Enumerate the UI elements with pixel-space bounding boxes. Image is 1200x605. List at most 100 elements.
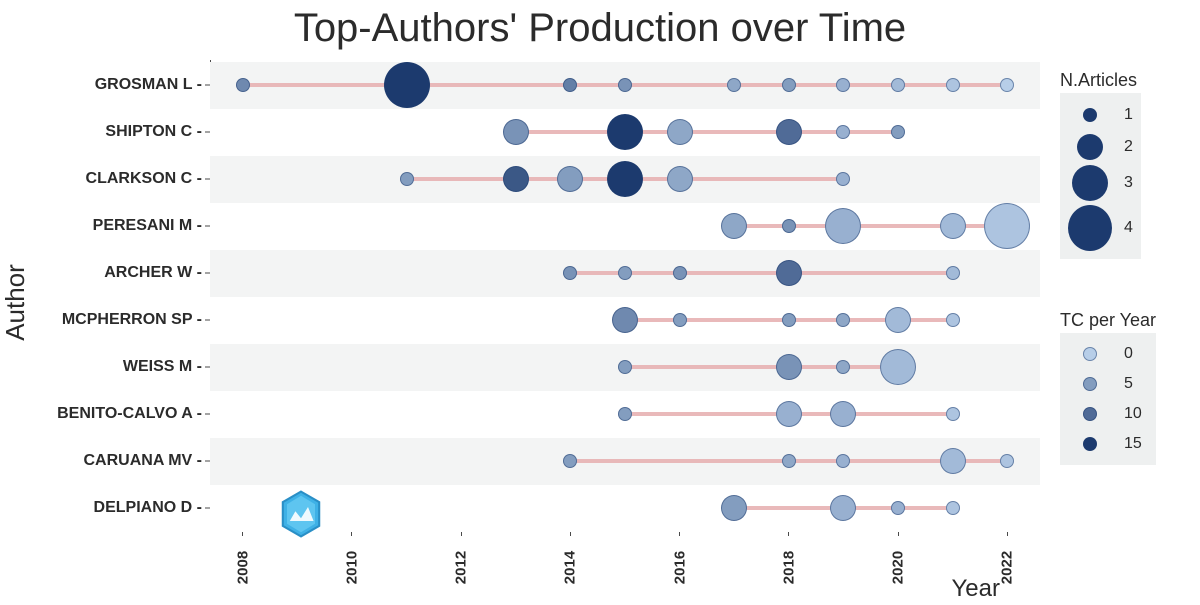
- legend-item: 2: [1068, 131, 1133, 163]
- data-point: [563, 266, 577, 280]
- data-point: [776, 260, 802, 286]
- legend-item: 3: [1068, 163, 1133, 203]
- data-point: [618, 266, 632, 280]
- data-point: [673, 266, 687, 280]
- x-tick-label: 2022: [999, 551, 1016, 584]
- author-label: GROSMAN L: [95, 76, 202, 94]
- data-point: [891, 125, 905, 139]
- data-point: [563, 454, 577, 468]
- data-point: [830, 401, 856, 427]
- y-tick: [205, 179, 210, 180]
- legend-title: TC per Year: [1060, 310, 1156, 331]
- data-point: [782, 313, 796, 327]
- x-tick-label: 2016: [671, 551, 688, 584]
- author-label: WEISS M: [123, 358, 202, 376]
- author-timeline: [734, 224, 1007, 228]
- data-point: [721, 495, 747, 521]
- x-tick-label: 2020: [890, 551, 907, 584]
- data-point: [836, 172, 850, 186]
- author-label: ARCHER W: [104, 264, 202, 282]
- legend-item-label: 4: [1124, 219, 1133, 237]
- data-point: [607, 114, 643, 150]
- data-point: [776, 119, 802, 145]
- legend-item-label: 15: [1124, 435, 1142, 453]
- data-point: [830, 495, 856, 521]
- data-point: [721, 213, 747, 239]
- data-point: [891, 78, 905, 92]
- legend-n-articles: N.Articles 1234: [1060, 70, 1141, 259]
- legend-item-label: 1: [1124, 106, 1133, 124]
- author-timeline: [625, 365, 898, 369]
- x-tick-label: 2012: [453, 551, 470, 584]
- data-point: [885, 307, 911, 333]
- data-point: [1000, 454, 1014, 468]
- legend-tc-per-year: TC per Year 0 5 10 15: [1060, 310, 1156, 465]
- y-tick: [205, 508, 210, 509]
- data-point: [946, 407, 960, 421]
- data-point: [946, 501, 960, 515]
- legend-item-label: 5: [1124, 375, 1133, 393]
- legend-item: 10: [1068, 399, 1148, 429]
- data-point: [618, 407, 632, 421]
- data-point: [727, 78, 741, 92]
- data-point: [503, 166, 529, 192]
- legend-item: 4: [1068, 203, 1133, 253]
- y-axis-label: Author: [0, 0, 30, 605]
- data-point: [946, 78, 960, 92]
- legend-item: 0: [1068, 339, 1148, 369]
- legend-item: 15: [1068, 429, 1148, 459]
- author-label: CLARKSON C: [86, 170, 202, 188]
- data-point: [782, 454, 796, 468]
- data-point: [825, 208, 861, 244]
- x-tick-label: 2014: [562, 551, 579, 584]
- author-label: CARUANA MV: [83, 452, 202, 470]
- y-tick: [205, 132, 210, 133]
- data-point: [607, 161, 643, 197]
- author-label: SHIPTON C: [105, 123, 202, 141]
- y-tick: [205, 226, 210, 227]
- author-label: MCPHERRON SP: [62, 311, 202, 329]
- legend-item-label: 0: [1124, 345, 1133, 363]
- data-point: [503, 119, 529, 145]
- author-label: BENITO-CALVO A: [57, 405, 202, 423]
- data-point: [612, 307, 638, 333]
- data-point: [946, 313, 960, 327]
- plot-area: 20082010201220142016201820202022GROSMAN …: [210, 60, 1040, 530]
- author-label: PERESANI M: [93, 217, 202, 235]
- watermark-icon: [280, 490, 322, 538]
- y-tick: [205, 461, 210, 462]
- x-axis-label: Year: [952, 575, 1001, 603]
- data-point: [618, 360, 632, 374]
- author-label: DELPIANO D: [94, 499, 202, 517]
- data-point: [667, 166, 693, 192]
- data-point: [891, 501, 905, 515]
- legend-item: 1: [1068, 99, 1133, 131]
- y-tick: [205, 85, 210, 86]
- y-tick: [205, 367, 210, 368]
- legend-item-label: 2: [1124, 138, 1133, 156]
- data-point: [836, 78, 850, 92]
- legend-item-label: 3: [1124, 174, 1133, 192]
- chart-title: Top-Authors' Production over Time: [0, 6, 1200, 51]
- x-tick-label: 2008: [234, 551, 251, 584]
- x-tick-label: 2010: [343, 551, 360, 584]
- data-point: [557, 166, 583, 192]
- data-point: [618, 78, 632, 92]
- data-point: [836, 454, 850, 468]
- y-tick: [205, 414, 210, 415]
- data-point: [667, 119, 693, 145]
- data-point: [1000, 78, 1014, 92]
- data-point: [673, 313, 687, 327]
- data-point: [782, 219, 796, 233]
- data-point: [782, 78, 796, 92]
- data-point: [400, 172, 414, 186]
- data-point: [880, 349, 916, 385]
- data-point: [940, 448, 966, 474]
- data-point: [940, 213, 966, 239]
- legend-item: 5: [1068, 369, 1148, 399]
- data-point: [384, 62, 430, 108]
- data-point: [984, 203, 1030, 249]
- data-point: [776, 401, 802, 427]
- data-point: [236, 78, 250, 92]
- data-point: [836, 125, 850, 139]
